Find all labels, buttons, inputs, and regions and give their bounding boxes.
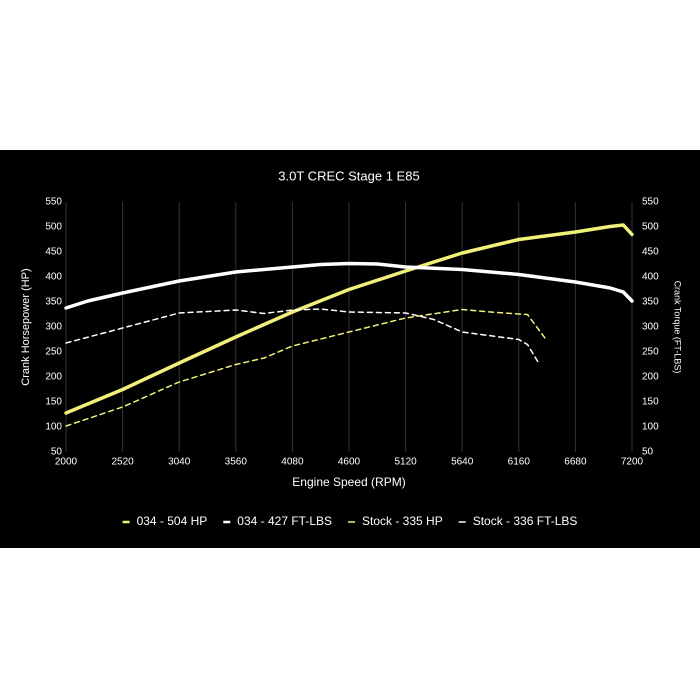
series-line (64, 223, 634, 415)
series-line (65, 308, 546, 427)
x-tick-label: 4600 (338, 457, 361, 468)
x-tick-label: 5120 (394, 457, 417, 468)
y-tick-label: 550 (45, 197, 62, 208)
y2-tick-label: 550 (642, 197, 659, 208)
series-line (65, 308, 541, 366)
y2-tick-label: 150 (642, 397, 659, 408)
legend-label: 034 - 504 HP (137, 514, 208, 528)
y-tick-label: 350 (45, 297, 62, 308)
y2-tick-label: 100 (642, 422, 659, 433)
y-tick-label: 400 (45, 272, 62, 283)
y-tick-label: 100 (45, 422, 62, 433)
y-tick-label: 200 (45, 372, 62, 383)
y2-tick-label: 300 (642, 322, 659, 333)
legend-label: Stock - 336 FT-LBS (473, 514, 578, 528)
y2-tick-label: 50 (642, 447, 654, 458)
x-tick-label: 7200 (621, 457, 644, 468)
y2-tick-label: 250 (642, 347, 659, 358)
chart-title: 3.0T CREC Stage 1 E85 (278, 168, 419, 183)
x-axis-label: Engine Speed (RPM) (292, 475, 405, 489)
y-tick-label: 50 (51, 447, 63, 458)
x-tick-label: 3560 (225, 457, 248, 468)
x-tick-label: 6160 (508, 457, 531, 468)
y2-tick-label: 350 (642, 297, 659, 308)
series-line (64, 261, 634, 310)
y2-tick-label: 450 (642, 247, 659, 258)
y-tick-label: 500 (45, 222, 62, 233)
y-tick-label: 250 (45, 347, 62, 358)
legend-label: 034 - 427 FT-LBS (237, 514, 332, 528)
y-axis-label: Crank Horsepower (HP) (20, 268, 32, 385)
x-tick-label: 3040 (168, 457, 191, 468)
chart-background (0, 150, 700, 548)
y-tick-label: 450 (45, 247, 62, 258)
x-tick-label: 4080 (281, 457, 304, 468)
x-tick-label: 5640 (451, 457, 474, 468)
y2-tick-label: 200 (642, 372, 659, 383)
y2-tick-label: 500 (642, 222, 659, 233)
x-tick-label: 6680 (564, 457, 587, 468)
y-tick-label: 300 (45, 322, 62, 333)
y-tick-label: 150 (45, 397, 62, 408)
x-tick-label: 2520 (111, 457, 134, 468)
y2-tick-label: 400 (642, 272, 659, 283)
legend-label: Stock - 335 HP (362, 514, 443, 528)
y2-axis-label: Crank Torque (FT-LBS) (673, 281, 683, 374)
x-tick-label: 2000 (55, 457, 78, 468)
